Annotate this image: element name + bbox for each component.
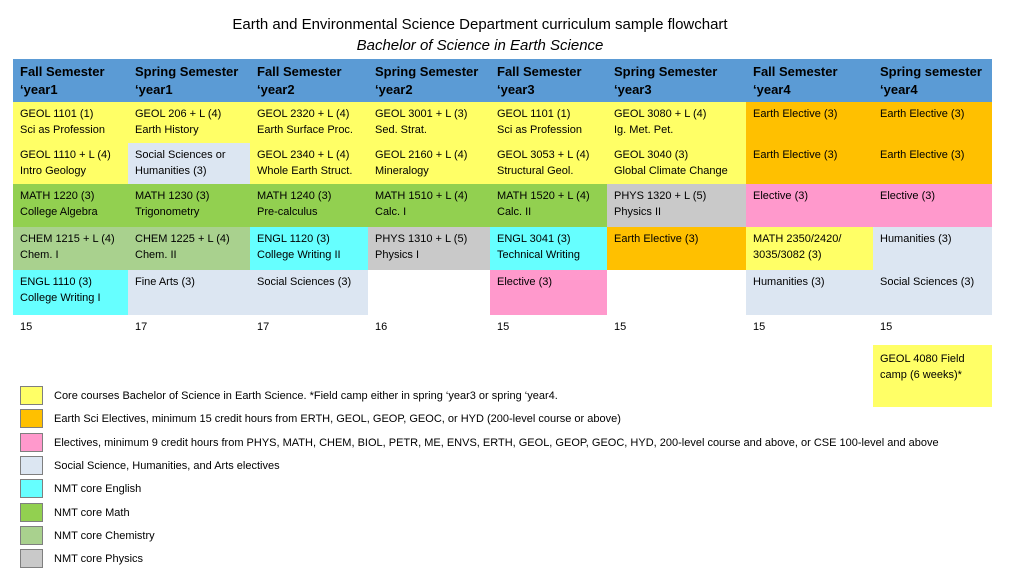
credit-total: 17	[257, 321, 270, 333]
legend-swatch	[20, 502, 43, 522]
course-cell: Elective (3)	[746, 184, 873, 227]
course-cell: MATH 1220 (3) College Algebra	[13, 184, 128, 227]
course-cell: GEOL 3053 + L (4) Structural Geol.	[490, 143, 607, 184]
course-cell: GEOL 2340 + L (4) Whole Earth Struct.	[250, 143, 368, 184]
course-cell: PHYS 1320 + L (5) Physics II	[607, 184, 746, 227]
course-cell: MATH 1520 + L (4) Calc. II	[490, 184, 607, 227]
credit-total: 15	[614, 321, 627, 333]
credit-total: 16	[375, 321, 388, 333]
legend-label: NMT core Chemistry	[54, 529, 155, 542]
field-camp-cell: GEOL 4080 Field camp (6 weeks)*	[873, 345, 992, 407]
legend-label: NMT core Math	[54, 506, 130, 519]
course-cell	[368, 270, 490, 315]
legend-swatch	[20, 479, 43, 499]
legend-swatch	[20, 409, 43, 429]
course-cell: Earth Elective (3)	[873, 102, 992, 143]
course-cell: Elective (3)	[873, 184, 992, 227]
course-cell: ENGL 3041 (3) Technical Writing	[490, 227, 607, 270]
credit-total: 15	[497, 321, 510, 333]
course-cell: Humanities (3)	[746, 270, 873, 315]
course-cell: MATH 1230 (3) Trigonometry	[128, 184, 250, 227]
course-cell: GEOL 1110 + L (4) Intro Geology	[13, 143, 128, 184]
course-cell: GEOL 2160 + L (4) Mineralogy	[368, 143, 490, 184]
semester-header-2: Spring Semester ‘year1	[135, 64, 239, 97]
legend-swatch	[20, 386, 43, 405]
semester-header-8: Spring semester ‘year4	[880, 64, 982, 97]
course-cell: CHEM 1215 + L (4) Chem. I	[13, 227, 128, 270]
course-cell: Fine Arts (3)	[128, 270, 250, 315]
semester-header-5: Fall Semester ‘year3	[497, 64, 582, 97]
credit-total: 15	[880, 321, 893, 333]
course-cell: MATH 1510 + L (4) Calc. I	[368, 184, 490, 227]
legend-swatch	[20, 549, 43, 569]
semester-header-1: Fall Semester ‘year1	[20, 64, 105, 97]
semester-header-6: Spring Semester ‘year3	[614, 64, 718, 97]
legend-swatch	[20, 525, 43, 545]
course-cell: PHYS 1310 + L (5) Physics I	[368, 227, 490, 270]
legend-label: Social Science, Humanities, and Arts ele…	[54, 459, 280, 472]
course-cell: ENGL 1110 (3) College Writing I	[13, 270, 128, 315]
course-cell: CHEM 1225 + L (4) Chem. II	[128, 227, 250, 270]
course-cell: Earth Elective (3)	[607, 227, 746, 270]
course-cell: MATH 2350/2420/ 3035/3082 (3)	[746, 227, 873, 270]
course-cell: Humanities (3)	[873, 227, 992, 270]
course-cell: GEOL 3040 (3) Global Climate Change	[607, 143, 746, 184]
course-cell: GEOL 3001 + L (3) Sed. Strat.	[368, 102, 490, 143]
legend-swatch	[20, 432, 43, 452]
course-cell: Social Sciences or Humanities (3)	[128, 143, 250, 184]
course-cell: Earth Elective (3)	[873, 143, 992, 184]
course-cell: Earth Elective (3)	[746, 102, 873, 143]
semester-header-7: Fall Semester ‘year4	[753, 64, 838, 97]
legend-label: Earth Sci Electives, minimum 15 credit h…	[54, 413, 621, 426]
course-cell: GEOL 1101 (1) Sci as Profession	[490, 102, 607, 143]
legend-label: NMT core English	[54, 483, 142, 496]
semester-header-3: Fall Semester ‘year2	[257, 64, 342, 97]
course-cell: Social Sciences (3)	[873, 270, 992, 315]
page-subtitle: Bachelor of Science in Earth Science	[356, 37, 604, 54]
course-cell: Earth Elective (3)	[746, 143, 873, 184]
legend-label: Core courses Bachelor of Science in Eart…	[54, 390, 558, 402]
page-title: Earth and Environmental Science Departme…	[232, 16, 728, 33]
credit-total: 15	[753, 321, 766, 333]
course-cell	[607, 270, 746, 315]
course-cell: GEOL 1101 (1) Sci as Profession	[13, 102, 128, 143]
course-cell: Elective (3)	[490, 270, 607, 315]
semester-header-4: Spring Semester ‘year2	[375, 64, 479, 97]
legend-label: NMT core Physics	[54, 553, 144, 566]
credit-total: 17	[135, 321, 148, 333]
course-cell: GEOL 206 + L (4) Earth History	[128, 102, 250, 143]
course-cell: MATH 1240 (3) Pre-calculus	[250, 184, 368, 227]
legend-label: Electives, minimum 9 credit hours from P…	[54, 436, 939, 449]
course-cell: GEOL 3080 + L (4) Ig. Met. Pet.	[607, 102, 746, 143]
semester-header-row: Fall Semester ‘year1 Spring Semester ‘yea…	[13, 59, 992, 102]
course-cell: GEOL 2320 + L (4) Earth Surface Proc.	[250, 102, 368, 143]
credit-total: 15	[20, 321, 33, 333]
legend-swatch	[20, 455, 43, 475]
course-cell: ENGL 1120 (3) College Writing II	[250, 227, 368, 270]
course-cell: Social Sciences (3)	[250, 270, 368, 315]
